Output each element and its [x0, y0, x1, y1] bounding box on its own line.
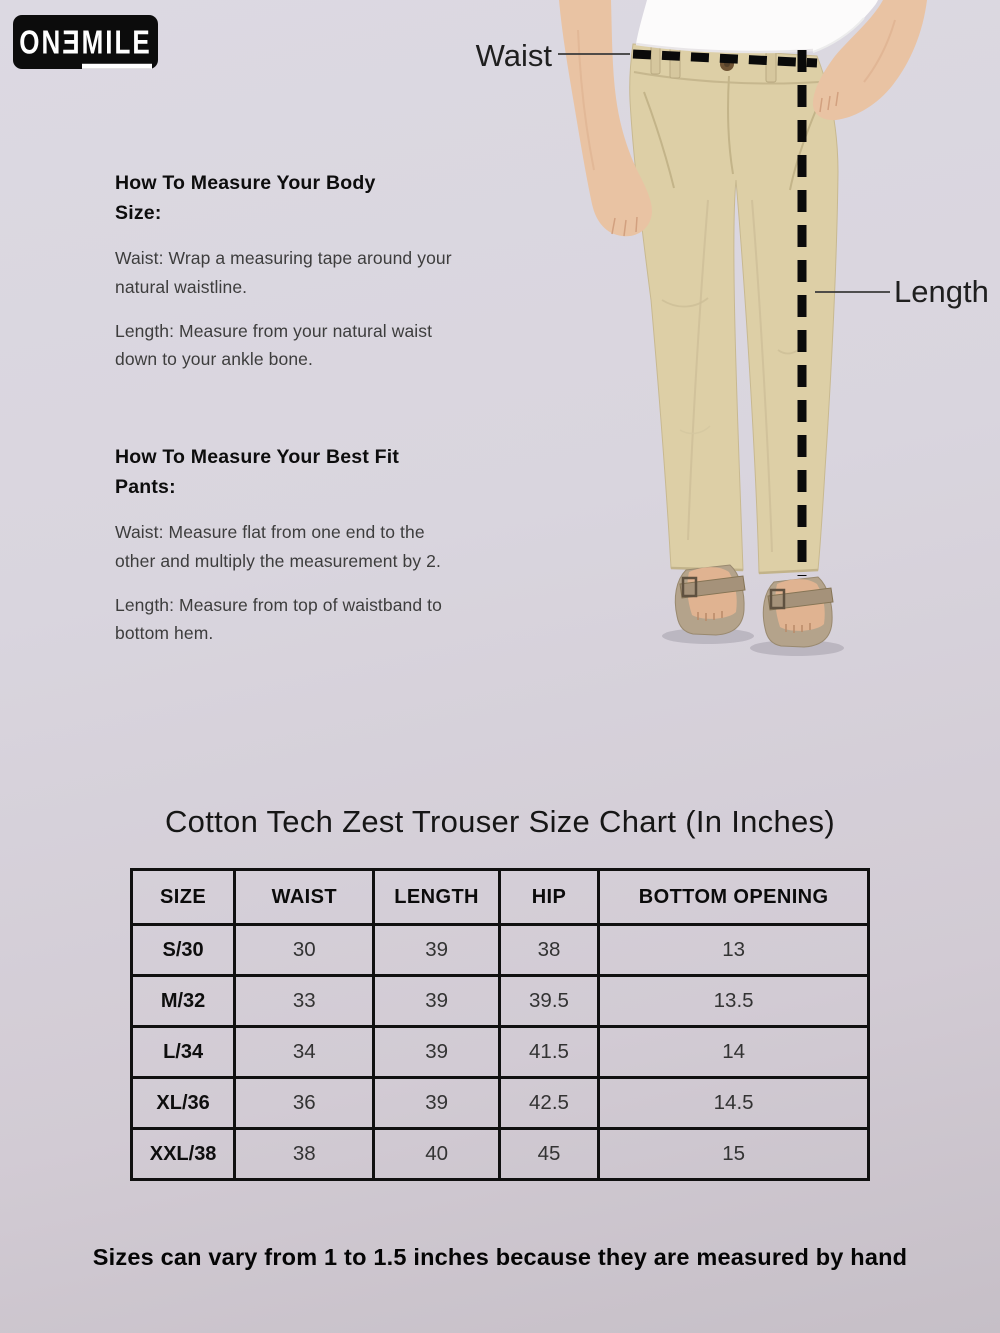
cell-waist: 34 [233, 1025, 376, 1079]
body-size-heading: How To Measure Your Body Size: [115, 172, 376, 225]
table-row: M/32 33 39 39.5 13.5 [129, 974, 870, 1028]
trousers [629, 43, 839, 574]
fit-length-tip: Length: Measure from top of waistband to… [115, 594, 442, 644]
cell-size: XXL/38 [129, 1127, 237, 1181]
body-waist-tip: Waist: Wrap a measuring tape around your… [115, 248, 452, 297]
column-header-length: LENGTH [372, 868, 501, 926]
brand-logo-text: ONƎMILE [19, 22, 152, 69]
waist-annotation-label: Waist [476, 38, 553, 73]
cell-bottom-opening: 14 [597, 1025, 870, 1079]
cell-length: 40 [372, 1127, 501, 1181]
right-sandal [762, 576, 834, 648]
table-row: S/30 30 39 38 13 [129, 923, 870, 977]
cell-hip: 42.5 [497, 1076, 601, 1130]
measuring-instructions: How To Measure Your Body Size: Waist: Wr… [115, 168, 460, 664]
cell-size: L/34 [129, 1025, 237, 1079]
cell-hip: 45 [497, 1127, 601, 1181]
left-sandal [674, 564, 746, 636]
cell-size: XL/36 [129, 1076, 237, 1130]
cell-hip: 38 [497, 923, 601, 977]
best-fit-heading: How To Measure Your Best Fit Pants: [115, 445, 400, 499]
cell-length: 39 [372, 974, 501, 1028]
fit-waist-tip: Waist: Measure flat from one end to the … [115, 522, 441, 571]
body-length-tip: Length: Measure from your natural waist … [115, 321, 433, 370]
column-header-hip: HIP [497, 868, 601, 926]
cell-bottom-opening: 13.5 [597, 974, 870, 1028]
size-chart-table: SIZE WAIST LENGTH HIP BOTTOM OPENING S/3… [129, 868, 870, 1181]
cell-bottom-opening: 15 [597, 1127, 870, 1181]
cell-size: S/30 [129, 923, 237, 977]
table-header-row: SIZE WAIST LENGTH HIP BOTTOM OPENING [129, 868, 870, 926]
cell-hip: 39.5 [497, 974, 601, 1028]
cell-hip: 41.5 [497, 1025, 601, 1079]
cell-bottom-opening: 13 [597, 923, 870, 977]
cell-bottom-opening: 14.5 [597, 1076, 870, 1130]
table-row: L/34 34 39 41.5 14 [129, 1025, 870, 1079]
left-arm [559, 0, 652, 237]
cell-waist: 38 [233, 1127, 376, 1181]
table-row: XXL/38 38 40 45 15 [129, 1127, 870, 1181]
cell-waist: 33 [233, 974, 376, 1028]
model-photo: Waist Length [476, 0, 989, 656]
brand-logo: ONƎMILE [13, 15, 158, 69]
shirt [636, 0, 878, 52]
waist-dashed-line [632, 49, 818, 68]
cell-size: M/32 [129, 974, 237, 1028]
column-header-size: SIZE [129, 868, 237, 926]
measurement-annotations: Waist Length [476, 38, 989, 576]
model-illustration [559, 0, 927, 656]
column-header-waist: WAIST [233, 868, 376, 926]
table-row: XL/36 36 39 42.5 14.5 [129, 1076, 870, 1130]
cell-waist: 36 [233, 1076, 376, 1130]
cell-length: 39 [372, 1076, 501, 1130]
cell-length: 39 [372, 923, 501, 977]
right-arm [812, 0, 927, 121]
cell-length: 39 [372, 1025, 501, 1079]
hand-measured-disclaimer: Sizes can vary from 1 to 1.5 inches beca… [92, 1244, 908, 1270]
cell-waist: 30 [233, 923, 376, 977]
length-annotation-label: Length [894, 274, 989, 309]
size-chart-title: Cotton Tech Zest Trouser Size Chart (In … [165, 804, 835, 839]
column-header-bottom-opening: BOTTOM OPENING [597, 868, 870, 926]
